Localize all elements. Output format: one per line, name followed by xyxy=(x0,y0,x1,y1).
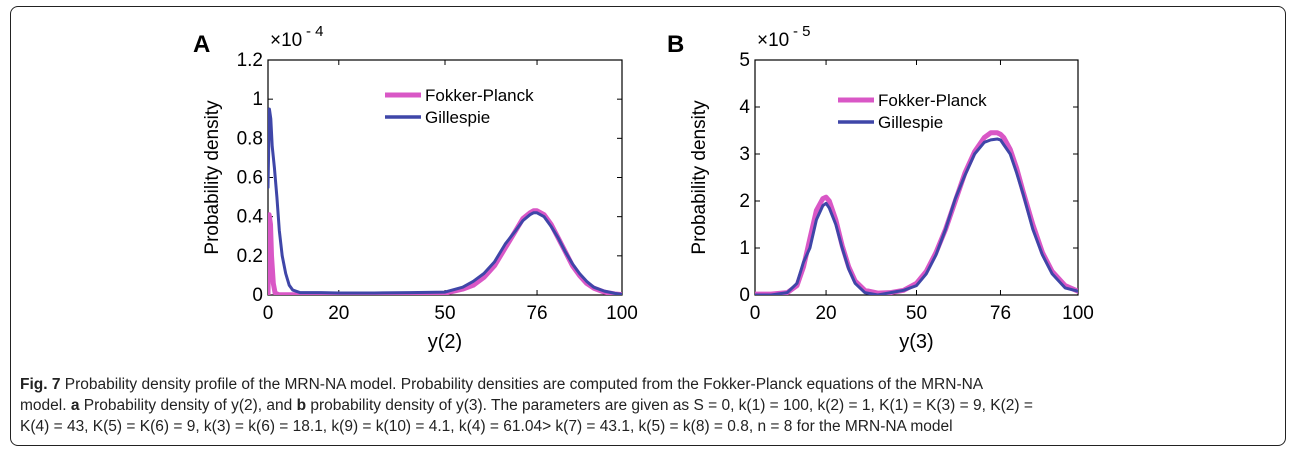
panel-a-exponent-value: - 4 xyxy=(306,23,324,40)
panel-a-xtick-label: 50 xyxy=(434,303,455,324)
panel-b-ytick-label: 2 xyxy=(739,191,750,212)
panel-b-xtick-label: 100 xyxy=(1062,303,1094,324)
panel-a-ytick-label: 0.2 xyxy=(237,246,263,267)
panel-b-xtick-label: 50 xyxy=(906,303,927,324)
caption-line-2: model. a Probability density of y(2), an… xyxy=(20,395,1275,416)
panel-b-xtick-label: 76 xyxy=(990,303,1011,324)
caption-a-label: a xyxy=(70,397,80,414)
panel-b-exponent-value: - 5 xyxy=(793,23,811,40)
panel-b-ytick-label: 5 xyxy=(739,50,750,71)
caption-line-1: Fig. 7 Probability density profile of th… xyxy=(20,374,1275,395)
panel-b-exponent-label: ×10 xyxy=(757,30,789,51)
panel-b-legend-label: Gillespie xyxy=(878,113,943,132)
caption-b-label: b xyxy=(296,397,307,414)
panel-b-xtick-label: 20 xyxy=(815,303,836,324)
panel-a-legend-label: Gillespie xyxy=(425,108,490,127)
caption-line1-text: Probability density profile of the MRN-N… xyxy=(60,376,984,393)
panel-b-xlabel: y(3) xyxy=(899,331,933,353)
panel-a-label: A xyxy=(193,31,210,58)
caption-a-text: Probability density of y(2), and xyxy=(79,397,297,414)
panel-a-ytick-label: 0.8 xyxy=(237,128,263,149)
caption-line2-prefix: model. xyxy=(20,397,71,414)
figure-caption: Fig. 7 Probability density profile of th… xyxy=(20,374,1275,437)
caption-fig-label: Fig. 7 xyxy=(20,376,61,393)
panel-a-legend-label: Fokker-Planck xyxy=(425,86,534,105)
panel-b-label: B xyxy=(667,31,684,58)
figure-canvas: A ×10- 400.20.40.60.811.20 20 50 76 100y(2)Pr… xyxy=(193,23,1094,353)
panel-a-series-gillespie xyxy=(268,107,622,295)
panel-b-ytick-label: 4 xyxy=(739,97,750,118)
panel-a-xtick-label: 76 xyxy=(526,303,547,324)
panel-a-exponent-label: ×10 xyxy=(270,30,302,51)
panel-b-ytick-label: 0 xyxy=(739,285,750,306)
panel-a-ytick-label: 1 xyxy=(252,89,263,110)
panel-b-series-gillespie xyxy=(755,137,1078,295)
caption-b-text: probability density of y(3). The paramet… xyxy=(306,397,1033,414)
panel-b-xtick-label: 0 xyxy=(750,303,761,324)
panel-a-ytick-label: 1.2 xyxy=(237,50,263,71)
panel-a-ytick-label: 0.4 xyxy=(237,207,264,228)
panel-a-xtick-label: 0 xyxy=(263,303,274,324)
panel-a-xlabel: y(2) xyxy=(428,331,462,353)
panel-b-ytick-label: 1 xyxy=(739,238,750,259)
panel-a-series-fokker-planck xyxy=(268,208,622,295)
caption-line-3: K(4) = 43, K(5) = K(6) = 9, k(3) = k(6) … xyxy=(20,418,953,435)
panel-b-ylabel: Probability density xyxy=(689,100,710,255)
panel-a-ytick-label: 0.6 xyxy=(237,168,263,189)
panel-a-xtick-label: 20 xyxy=(328,303,349,324)
figure-frame xyxy=(10,6,1286,446)
panel-a-ylabel: Probability density xyxy=(202,100,223,255)
panel-a-ytick-label: 0 xyxy=(252,285,263,306)
panel-b-ytick-label: 3 xyxy=(739,144,750,165)
panel-b-legend-label: Fokker-Planck xyxy=(878,91,987,110)
panel-a-xtick-label: 100 xyxy=(606,303,638,324)
